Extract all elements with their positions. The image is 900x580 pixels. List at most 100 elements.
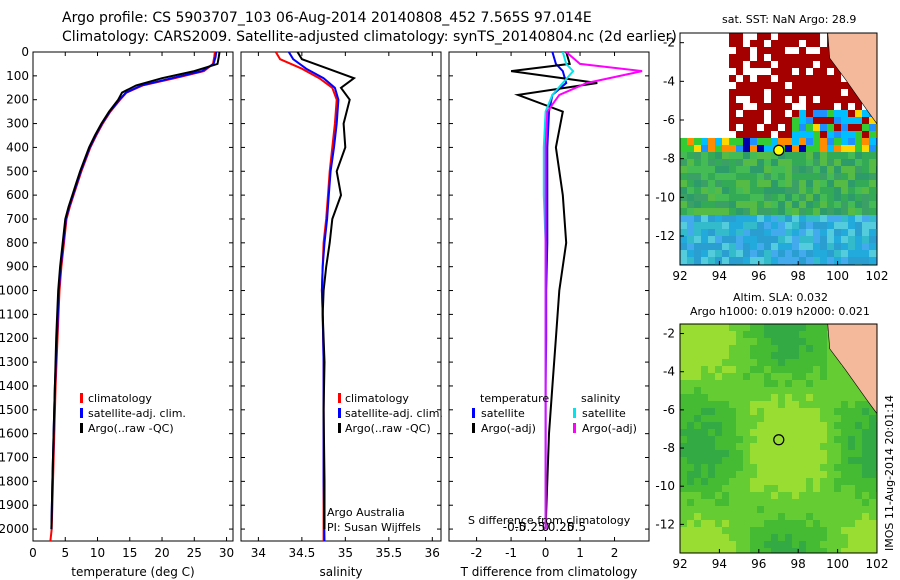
map-cell <box>806 243 813 250</box>
map-cell <box>841 194 848 201</box>
map-cell <box>722 33 729 40</box>
map-cell <box>834 208 841 215</box>
map-cell <box>778 338 785 345</box>
map-cell <box>757 485 764 492</box>
map-cell <box>736 471 743 478</box>
map-cell <box>715 464 722 471</box>
x-tick-label: 35 <box>338 546 353 560</box>
map-cell <box>820 89 827 96</box>
map-cell <box>771 387 778 394</box>
map-cell <box>869 145 876 152</box>
map-cell <box>771 173 778 180</box>
map-cell <box>708 485 715 492</box>
map-cell <box>764 359 771 366</box>
map-cell <box>806 380 813 387</box>
sst-map-title: sat. SST: NaN Argo: 28.9 <box>722 13 856 26</box>
map-cell <box>869 548 876 553</box>
map-cell <box>799 373 806 380</box>
map-cell <box>708 54 715 61</box>
map-cell <box>736 47 743 54</box>
map-cell <box>806 485 813 492</box>
map-cell <box>771 194 778 201</box>
map-cell <box>708 352 715 359</box>
map-cell <box>757 534 764 541</box>
map-cell <box>722 359 729 366</box>
map-cell <box>708 415 715 422</box>
y-tick-label: -2 <box>663 327 675 341</box>
map-cell <box>750 471 757 478</box>
map-cell <box>827 96 834 103</box>
map-cell <box>862 534 869 541</box>
map-cell <box>701 117 708 124</box>
map-cell <box>729 345 736 352</box>
map-cell <box>820 68 827 75</box>
map-cell <box>708 208 715 215</box>
map-cell <box>799 429 806 436</box>
legend-label: satellite <box>582 407 626 420</box>
map-cell <box>792 201 799 208</box>
map-cell <box>862 173 869 180</box>
map-cell <box>813 380 820 387</box>
map-cell <box>771 338 778 345</box>
map-cell <box>687 352 694 359</box>
map-cell <box>701 82 708 89</box>
map-cell <box>687 366 694 373</box>
map-cell <box>694 61 701 68</box>
map-cell <box>813 373 820 380</box>
map-cell <box>806 40 813 47</box>
map-cell <box>841 471 848 478</box>
map-cell <box>687 166 694 173</box>
map-cell <box>827 82 834 89</box>
map-cell <box>869 194 876 201</box>
map-cell <box>855 499 862 506</box>
map-cell <box>862 152 869 159</box>
map-cell <box>792 366 799 373</box>
map-cell <box>862 187 869 194</box>
map-cell <box>743 61 750 68</box>
map-cell <box>708 380 715 387</box>
map-cell <box>694 485 701 492</box>
map-cell <box>799 117 806 124</box>
map-cell <box>736 534 743 541</box>
map-cell <box>729 222 736 229</box>
map-cell <box>750 492 757 499</box>
map-cell <box>701 131 708 138</box>
map-cell <box>841 103 848 110</box>
map-cell <box>792 180 799 187</box>
map-cell <box>792 243 799 250</box>
map-cell <box>785 401 792 408</box>
map-cell <box>722 478 729 485</box>
s-difference-label: S difference from climatology <box>468 514 631 527</box>
map-cell <box>715 457 722 464</box>
map-cell <box>750 166 757 173</box>
map-cell <box>862 457 869 464</box>
map-cell <box>722 229 729 236</box>
map-cell <box>736 257 743 264</box>
map-cell <box>694 222 701 229</box>
map-cell <box>841 138 848 145</box>
map-cell <box>792 145 799 152</box>
map-cell <box>715 250 722 257</box>
map-cell <box>729 152 736 159</box>
map-cell <box>799 257 806 264</box>
map-cell <box>757 215 764 222</box>
map-cell <box>771 450 778 457</box>
map-cell <box>757 61 764 68</box>
map-cell <box>869 180 876 187</box>
map-cell <box>841 506 848 513</box>
map-cell <box>715 450 722 457</box>
map-cell <box>827 194 834 201</box>
map-cell <box>708 40 715 47</box>
map-cell <box>764 208 771 215</box>
legend-temp-head: temperature <box>480 392 549 405</box>
map-cell <box>687 534 694 541</box>
map-cell <box>848 429 855 436</box>
map-cell <box>862 429 869 436</box>
map-cell <box>687 61 694 68</box>
map-cell <box>722 166 729 173</box>
map-cell <box>813 215 820 222</box>
map-cell <box>701 352 708 359</box>
map-cell <box>827 110 834 117</box>
map-cell <box>806 457 813 464</box>
map-cell <box>813 40 820 47</box>
